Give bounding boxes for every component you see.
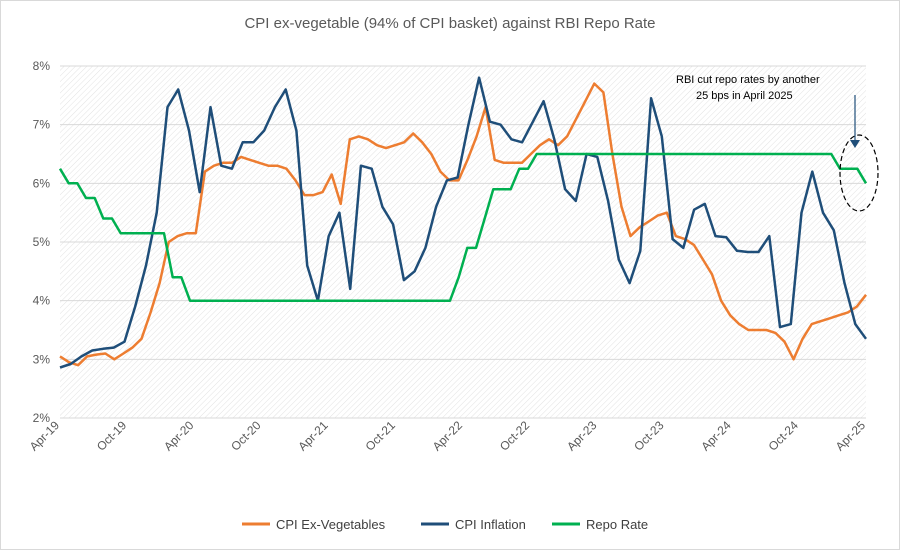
annotation-highlight-ellipse xyxy=(839,134,879,212)
repo-rate-line xyxy=(58,152,868,302)
annotation: RBI cut repo rates by another 25 bps in … xyxy=(676,74,879,212)
legend-label-repo-rate: Repo Rate xyxy=(586,517,648,532)
x-tick-label: Oct-20 xyxy=(228,418,264,454)
cpi-inflation-line xyxy=(59,76,868,369)
annotation-arrowhead xyxy=(850,140,860,148)
x-tick-label: Apr-25 xyxy=(833,418,869,454)
x-tick-label: Oct-23 xyxy=(631,418,667,454)
y-axis: 2% 3% 4% 5% 6% 7% 8% xyxy=(33,59,51,425)
x-tick-label: Apr-24 xyxy=(698,418,734,454)
cpi-ex-vegetables-line xyxy=(59,82,867,367)
y-tick-label: 5% xyxy=(33,235,51,249)
y-tick-label: 2% xyxy=(33,411,51,425)
x-tick-label: Apr-22 xyxy=(430,418,466,454)
y-tick-label: 4% xyxy=(33,294,51,308)
series-lines xyxy=(58,76,868,369)
legend: CPI Ex-Vegetables CPI Inflation Repo Rat… xyxy=(242,517,648,532)
legend-label-cpi-ex-vegetables: CPI Ex-Vegetables xyxy=(276,517,386,532)
x-tick-label: Oct-19 xyxy=(94,418,130,454)
y-tick-label: 7% xyxy=(33,118,51,132)
chart-title: CPI ex-vegetable (94% of CPI basket) aga… xyxy=(244,15,655,32)
annotation-line-1: RBI cut repo rates by another xyxy=(676,74,820,86)
y-tick-label: 8% xyxy=(33,59,51,73)
x-tick-label: Oct-22 xyxy=(497,418,533,454)
legend-label-cpi-inflation: CPI Inflation xyxy=(455,517,526,532)
x-tick-label: Oct-24 xyxy=(766,418,802,454)
y-tick-label: 3% xyxy=(33,352,51,366)
x-tick-label: Apr-23 xyxy=(564,418,600,454)
x-tick-label: Apr-20 xyxy=(161,418,197,454)
x-tick-label: Apr-21 xyxy=(295,418,331,454)
annotation-line-2: 25 bps in April 2025 xyxy=(696,90,793,102)
gridlines xyxy=(60,65,866,419)
y-tick-label: 6% xyxy=(33,176,51,190)
x-axis: Apr-19 Oct-19 Apr-20 Oct-20 Apr-21 Oct-21 Apr-… xyxy=(27,418,869,454)
x-tick-label: Oct-21 xyxy=(363,418,399,454)
